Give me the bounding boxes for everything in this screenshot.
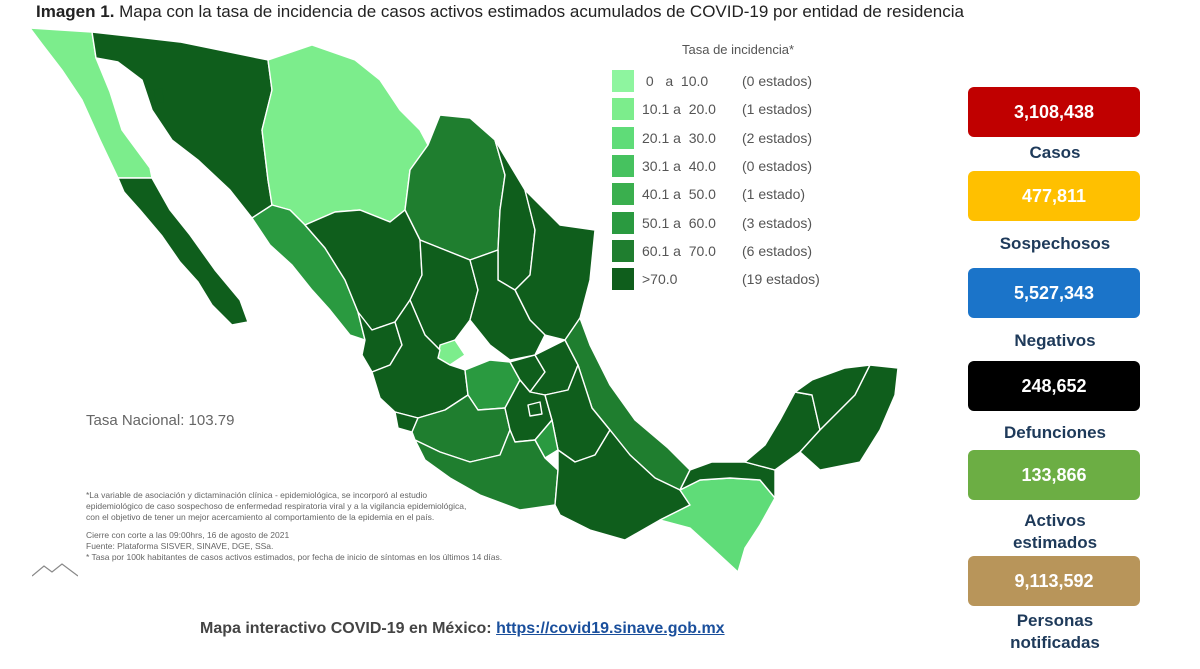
- legend-item: 20.1 a 30.0 (2 estados): [612, 126, 842, 149]
- mexico-incidence-map: [29, 27, 899, 573]
- note-line-1: *La variable de asociación y dictaminaci…: [86, 490, 428, 500]
- note-line-3: con el objetivo de tener un mejor acerca…: [86, 512, 435, 522]
- stat-notificadas-label: Personas notificadas: [955, 610, 1155, 654]
- state-san-luis-potosi: [469, 249, 546, 361]
- legend-swatch: [612, 126, 634, 149]
- figure-title-bold: Imagen 1.: [36, 2, 115, 21]
- legend-range: >70.0: [642, 271, 678, 288]
- footer-line: Mapa interactivo COVID-19 en México: htt…: [200, 620, 725, 638]
- legend-range: 40.1 a 50.0: [642, 186, 716, 203]
- state-nuevo-leon: [494, 139, 536, 291]
- legend-swatch: [612, 268, 634, 291]
- stat-sospechosos-box: 477,811: [968, 171, 1140, 221]
- stat-sospechosos-label: Sospechosos: [999, 234, 1111, 253]
- stat-activos-label: Activos estimados: [955, 510, 1155, 554]
- legend-swatch: [612, 211, 634, 234]
- figure-title-text: Mapa con la tasa de incidencia de casos …: [114, 2, 964, 21]
- stat-casos-box: 3,108,438: [968, 87, 1140, 137]
- legend-count: (0 estados): [742, 157, 813, 174]
- legend-count: (6 estados): [742, 242, 813, 259]
- legend-item: 40.1 a 50.0 (1 estado): [612, 183, 842, 206]
- state-quintana-roo: [799, 364, 899, 471]
- island-tiburon: [154, 88, 164, 104]
- figure-title: Imagen 1. Mapa con la tasa de incidencia…: [36, 2, 964, 22]
- national-rate: Tasa Nacional: 103.79: [86, 412, 235, 429]
- note-line-2: epidemiológico de caso sospechoso de enf…: [86, 501, 467, 511]
- stat-casos-label: Casos: [1029, 143, 1081, 162]
- legend-count: (0 estados): [742, 73, 813, 89]
- state-baja-california-sur: [117, 177, 249, 326]
- legend-range: 50.1 a 60.0: [642, 214, 716, 231]
- state-cdmx: [527, 401, 543, 417]
- legend-range: 30.1 a 40.0: [642, 157, 716, 174]
- legend-range: 0 a 10.0: [642, 73, 709, 89]
- note-cierre: Cierre con corte a las 09:00hrs, 16 de a…: [86, 530, 290, 540]
- legend-item: 0 a 10.0 (0 estados): [612, 70, 842, 92]
- mountain-logo-icon: [32, 563, 78, 577]
- note-tasa: * Tasa por 100k habitantes de casos acti…: [86, 552, 503, 562]
- state-tamaulipas: [514, 189, 596, 341]
- legend-range: 20.1 a 30.0: [642, 129, 716, 146]
- legend-range: 60.1 a 70.0: [642, 242, 716, 259]
- stat-notificadas-box: 9,113,592: [968, 556, 1140, 606]
- legend-count: (19 estados): [742, 271, 820, 288]
- note-fuente: Fuente: Plataforma SISVER, SINAVE, DGE, …: [86, 541, 274, 551]
- legend-swatch: [612, 98, 634, 121]
- legend-item: 60.1 a 70.0 (6 estados): [612, 239, 842, 262]
- legend-swatch: [612, 239, 634, 262]
- legend-item: >70.0 (19 estados): [612, 268, 842, 291]
- stat-activos-label-text: Activos estimados: [1012, 511, 1098, 552]
- state-guerrero: [414, 429, 559, 511]
- legend-count: (1 estados): [742, 101, 813, 118]
- legend-swatch: [612, 70, 634, 92]
- stat-activos-box: 133,866: [968, 450, 1140, 500]
- stat-notificadas-label-text: Personas notificadas: [1010, 611, 1100, 652]
- legend-count: (1 estado): [742, 186, 806, 203]
- legend-swatch: [612, 183, 634, 206]
- stat-negativos-box: 5,527,343: [968, 268, 1140, 318]
- footer-link[interactable]: https://covid19.sinave.gob.mx: [496, 620, 725, 637]
- state-tabasco: [679, 461, 776, 499]
- stat-defunciones-box: 248,652: [968, 361, 1140, 411]
- footer-text: Mapa interactivo COVID-19 en México:: [200, 620, 497, 637]
- legend-item: 30.1 a 40.0 (0 estados): [612, 154, 842, 177]
- state-chihuahua: [261, 44, 429, 226]
- legend-item: 50.1 a 60.0 (3 estados): [612, 211, 842, 234]
- legend-title: Tasa de incidencia*: [682, 42, 795, 57]
- legend-item: 10.1 a 20.0 (1 estados): [612, 98, 842, 121]
- legend-swatch: [612, 154, 634, 177]
- stat-defunciones-label: Defunciones: [1003, 423, 1107, 442]
- legend-count: (2 estados): [742, 129, 813, 146]
- stat-negativos-label: Negativos: [1014, 331, 1096, 350]
- legend-count: (3 estados): [742, 214, 813, 231]
- legend-range: 10.1 a 20.0: [642, 101, 716, 118]
